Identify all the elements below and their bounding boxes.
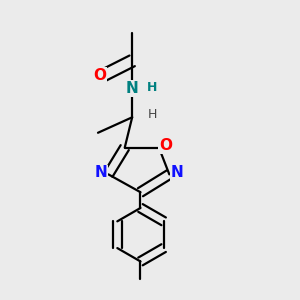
Text: H: H (147, 81, 158, 94)
Text: N: N (126, 81, 139, 96)
Text: N: N (170, 165, 183, 180)
Text: O: O (93, 68, 106, 82)
Text: O: O (159, 138, 172, 153)
Text: N: N (94, 165, 107, 180)
Text: H: H (148, 108, 157, 122)
